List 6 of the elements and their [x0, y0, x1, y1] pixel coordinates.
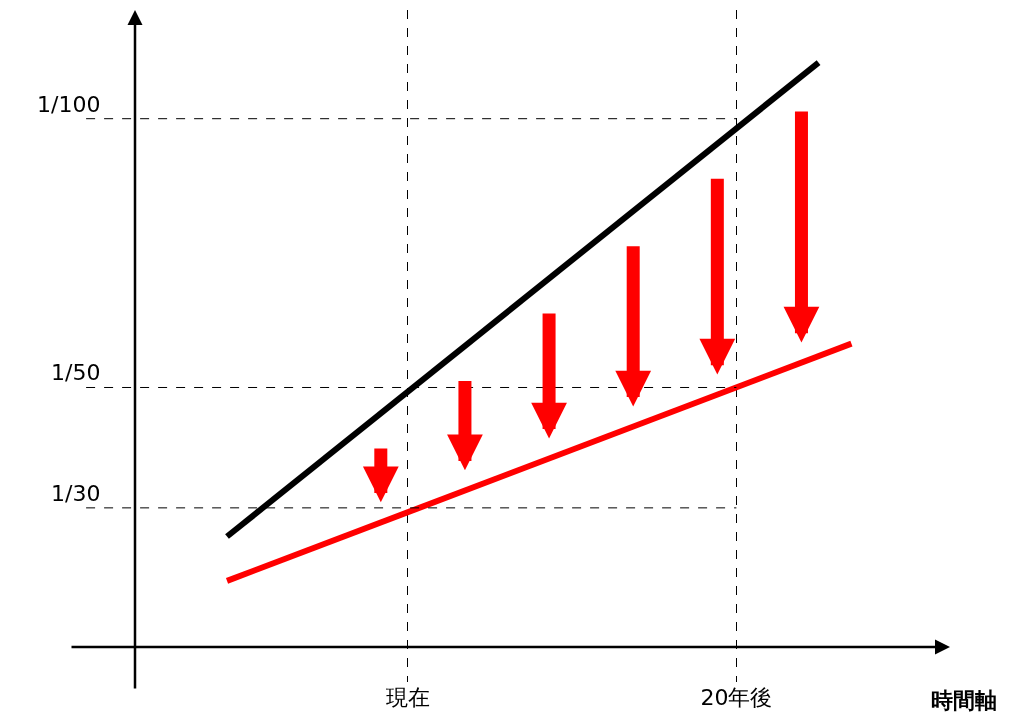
x-tick-label: 現在 [385, 685, 430, 710]
text: 1/100 [37, 92, 101, 117]
x-tick-label: 20年後 [700, 685, 773, 710]
x-axis-title: 時間軸 [931, 688, 997, 713]
text: 1/50 [51, 360, 101, 385]
text: 1/30 [51, 481, 101, 506]
